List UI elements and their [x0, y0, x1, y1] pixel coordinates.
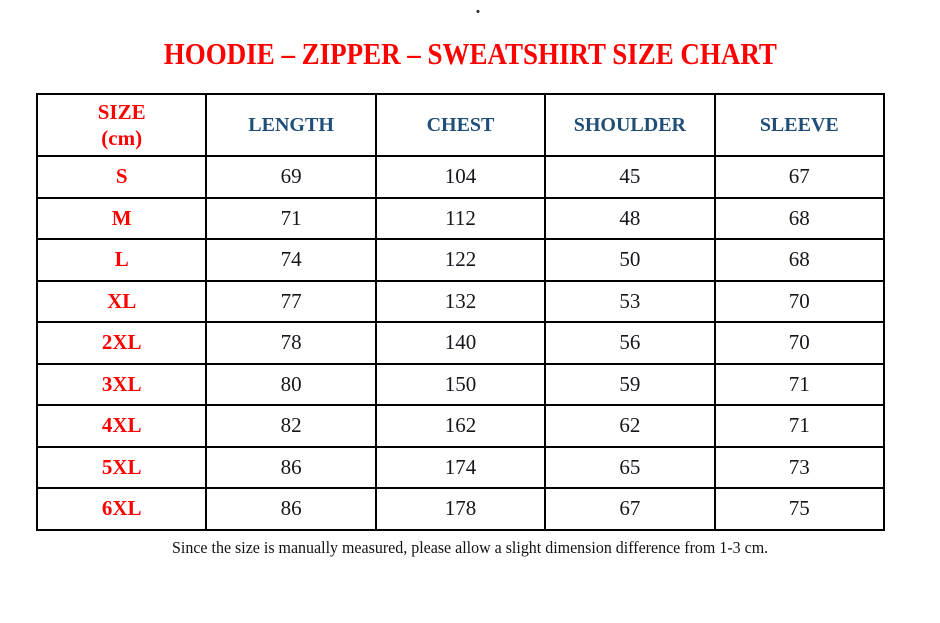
size-cell: 3XL — [35, 362, 208, 406]
table-row-l: L 74 122 50 68 — [35, 238, 886, 282]
length-cell: 82 — [205, 404, 377, 448]
table-body: S 69 104 45 67 M 71 112 48 68 L 74 122 5… — [35, 155, 886, 531]
chest-cell: 178 — [374, 487, 547, 531]
size-cell: S — [35, 155, 208, 199]
chest-cell: 122 — [374, 238, 547, 282]
table-row-s: S 69 104 45 67 — [35, 155, 886, 199]
length-cell: 71 — [205, 196, 377, 240]
chest-cell: 132 — [374, 279, 547, 323]
page-title-text: HOODIE – ZIPPER – SWEATSHIRT SIZE CHART — [163, 36, 777, 71]
size-cell: 6XL — [35, 487, 208, 531]
table-row-6xl: 6XL 86 178 67 75 — [35, 487, 886, 531]
sleeve-cell: 75 — [713, 487, 886, 531]
chest-cell: 162 — [374, 404, 547, 448]
sleeve-cell: 67 — [713, 155, 886, 199]
table-header: SIZE (cm) LENGTH CHEST SHOULDER SLEEVE — [35, 93, 886, 157]
chest-cell: 104 — [374, 155, 547, 199]
sleeve-cell: 73 — [713, 445, 886, 489]
size-cell: M — [35, 196, 208, 240]
header-length: LENGTH — [205, 93, 377, 157]
sleeve-cell: 70 — [713, 279, 886, 323]
chest-cell: 112 — [374, 196, 547, 240]
header-row: SIZE (cm) LENGTH CHEST SHOULDER SLEEVE — [35, 93, 886, 157]
measurement-note: Since the size is manually measured, ple… — [0, 538, 940, 558]
stray-dot: . — [475, 0, 481, 18]
size-cell: 2XL — [35, 321, 208, 365]
header-size-cm: SIZE (cm) — [35, 93, 208, 157]
page-title: HOODIE – ZIPPER – SWEATSHIRT SIZE CHART — [0, 36, 940, 72]
table-row-4xl: 4XL 82 162 62 71 — [35, 404, 886, 448]
header-size-label: SIZE — [97, 99, 146, 124]
shoulder-cell: 56 — [544, 321, 716, 365]
header-shoulder: SHOULDER — [544, 93, 716, 157]
length-cell: 86 — [205, 445, 377, 489]
header-chest: CHEST — [374, 93, 547, 157]
size-cell: XL — [35, 279, 208, 323]
shoulder-cell: 48 — [544, 196, 716, 240]
length-cell: 74 — [205, 238, 377, 282]
shoulder-cell: 65 — [544, 445, 716, 489]
header-size-unit: (cm) — [101, 126, 143, 150]
shoulder-cell: 50 — [544, 238, 716, 282]
shoulder-cell: 59 — [544, 362, 716, 406]
shoulder-cell: 45 — [544, 155, 716, 199]
shoulder-cell: 67 — [544, 487, 716, 531]
chest-cell: 150 — [374, 362, 547, 406]
chest-cell: 174 — [374, 445, 547, 489]
sleeve-cell: 68 — [713, 196, 886, 240]
size-cell: L — [35, 238, 208, 282]
length-cell: 77 — [205, 279, 377, 323]
chest-cell: 140 — [374, 321, 547, 365]
table-row-2xl: 2XL 78 140 56 70 — [35, 321, 886, 365]
shoulder-cell: 62 — [544, 404, 716, 448]
table-row-5xl: 5XL 86 174 65 73 — [35, 445, 886, 489]
header-sleeve: SLEEVE — [713, 93, 886, 157]
length-cell: 78 — [205, 321, 377, 365]
size-cell: 5XL — [35, 445, 208, 489]
table-row-m: M 71 112 48 68 — [35, 196, 886, 240]
length-cell: 86 — [205, 487, 377, 531]
table-row-3xl: 3XL 80 150 59 71 — [35, 362, 886, 406]
sleeve-cell: 71 — [713, 362, 886, 406]
shoulder-cell: 53 — [544, 279, 716, 323]
sleeve-cell: 68 — [713, 238, 886, 282]
table-row-xl: XL 77 132 53 70 — [35, 279, 886, 323]
size-cell: 4XL — [35, 404, 208, 448]
measurement-note-text: Since the size is manually measured, ple… — [171, 538, 769, 557]
length-cell: 80 — [205, 362, 377, 406]
length-cell: 69 — [205, 155, 377, 199]
sleeve-cell: 70 — [713, 321, 886, 365]
size-chart-table: SIZE (cm) LENGTH CHEST SHOULDER SLEEVE S… — [35, 93, 886, 531]
sleeve-cell: 71 — [713, 404, 886, 448]
